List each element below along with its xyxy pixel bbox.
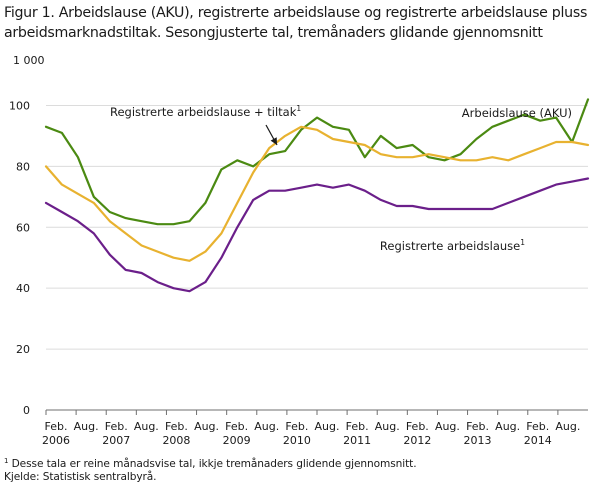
x-tick-label: Aug. [194,420,219,433]
series-label-2: Registrerte arbeidslause + tiltak1 [110,104,301,119]
x-tick-label: Aug. [134,420,159,433]
x-tick-label: Aug. [254,420,279,433]
y-axis: 0 20 40 60 80 100 [9,99,30,417]
x-tick-year: 2009 [223,434,251,447]
x-tick-label: Aug. [375,420,400,433]
footnote-note: 1 Desse tala er reine månadsvise tal, ik… [4,457,417,471]
x-tick-label: Feb. [346,420,369,433]
x-tick-label: Aug. [435,420,460,433]
x-tick-label: Feb. [105,420,128,433]
x-tick-label: Feb. [466,420,489,433]
x-tick-year: 2014 [524,434,552,447]
x-tick-label: Aug. [495,420,520,433]
x-tick-year: 2012 [403,434,431,447]
series-label-3: Registrerte arbeidslause1 [380,238,525,253]
y-unit-label: 1 000 [13,54,45,67]
x-tick-label: Feb. [165,420,188,433]
pointer-arrow-head [270,137,277,145]
x-tick-year: 2007 [102,434,130,447]
x-tick-label: Aug. [555,420,580,433]
x-tick-label: Feb. [45,420,68,433]
y-tick-label: 40 [16,282,30,295]
x-tick-label: Aug. [74,420,99,433]
y-tick-label: 100 [9,99,30,112]
x-tick-year: 2010 [283,434,311,447]
series-lines [44,98,590,293]
x-tick-year: 2006 [42,434,70,447]
x-tick-label: Feb. [285,420,308,433]
series-labels: Registrerte arbeidslause + tiltak1 Arbeid… [110,104,572,253]
series-line-2 [44,125,590,262]
series-line-3 [44,177,590,293]
y-tick-label: 60 [16,221,30,234]
grid-lines [46,104,588,411]
chart-title: Figur 1. Arbeidslause (AKU), registrerte… [4,5,588,41]
x-tick-label: Feb. [526,420,549,433]
y-tick-label: 80 [16,160,30,173]
x-tick-year: 2011 [343,434,371,447]
series-line-1 [44,98,590,226]
x-tick-label: Feb. [225,420,248,433]
x-tick-label: Aug. [315,420,340,433]
x-tick-year: 2013 [464,434,492,447]
source-note: Kjelde: Statistisk sentralbyrå. [4,471,157,483]
y-tick-label: 0 [23,404,30,417]
series-label-1: Arbeidslause (AKU) [462,106,572,120]
x-tick-year: 2008 [162,434,190,447]
y-tick-label: 20 [16,343,30,356]
x-tick-label: Feb. [406,420,429,433]
